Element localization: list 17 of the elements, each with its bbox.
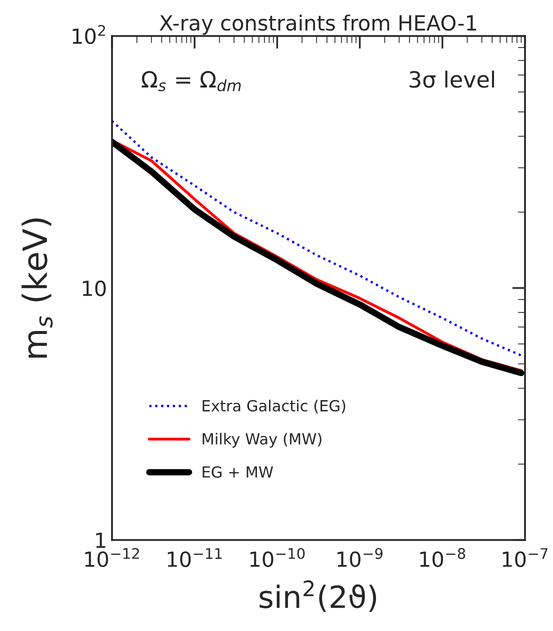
- y-tick-label: 1: [96, 532, 106, 548]
- annotation: 3σ level: [410, 70, 494, 88]
- chart-title: X-ray constraints from HEAO-1: [160, 14, 476, 35]
- legend-label: EG + MW: [202, 466, 274, 478]
- y-axis-title: m$_{s}$ (keV): [22, 218, 53, 358]
- x-tick-label: 10$^{−11}$: [168, 548, 222, 568]
- legend-label: Extra Galactic (EG): [202, 400, 346, 414]
- y-tick-label: 10$^{2}$: [72, 24, 105, 44]
- legend-label: Milky Way (MW): [202, 432, 322, 448]
- y-tick-label: 10: [82, 280, 106, 296]
- x-tick-label: 10$^{−8}$: [420, 548, 466, 568]
- annotation: Ω$_{s}$ = Ω$_{dm}$: [142, 71, 241, 92]
- x-tick-label: 10$^{−9}$: [338, 548, 382, 568]
- x-tick-label: 10$^{−10}$: [250, 548, 305, 568]
- x-axis-title: sin$^{2}$(2ϑ): [260, 580, 376, 612]
- x-tick-label: 10$^{−12}$: [85, 548, 139, 568]
- x-tick-label: 10$^{−7}$: [502, 548, 548, 568]
